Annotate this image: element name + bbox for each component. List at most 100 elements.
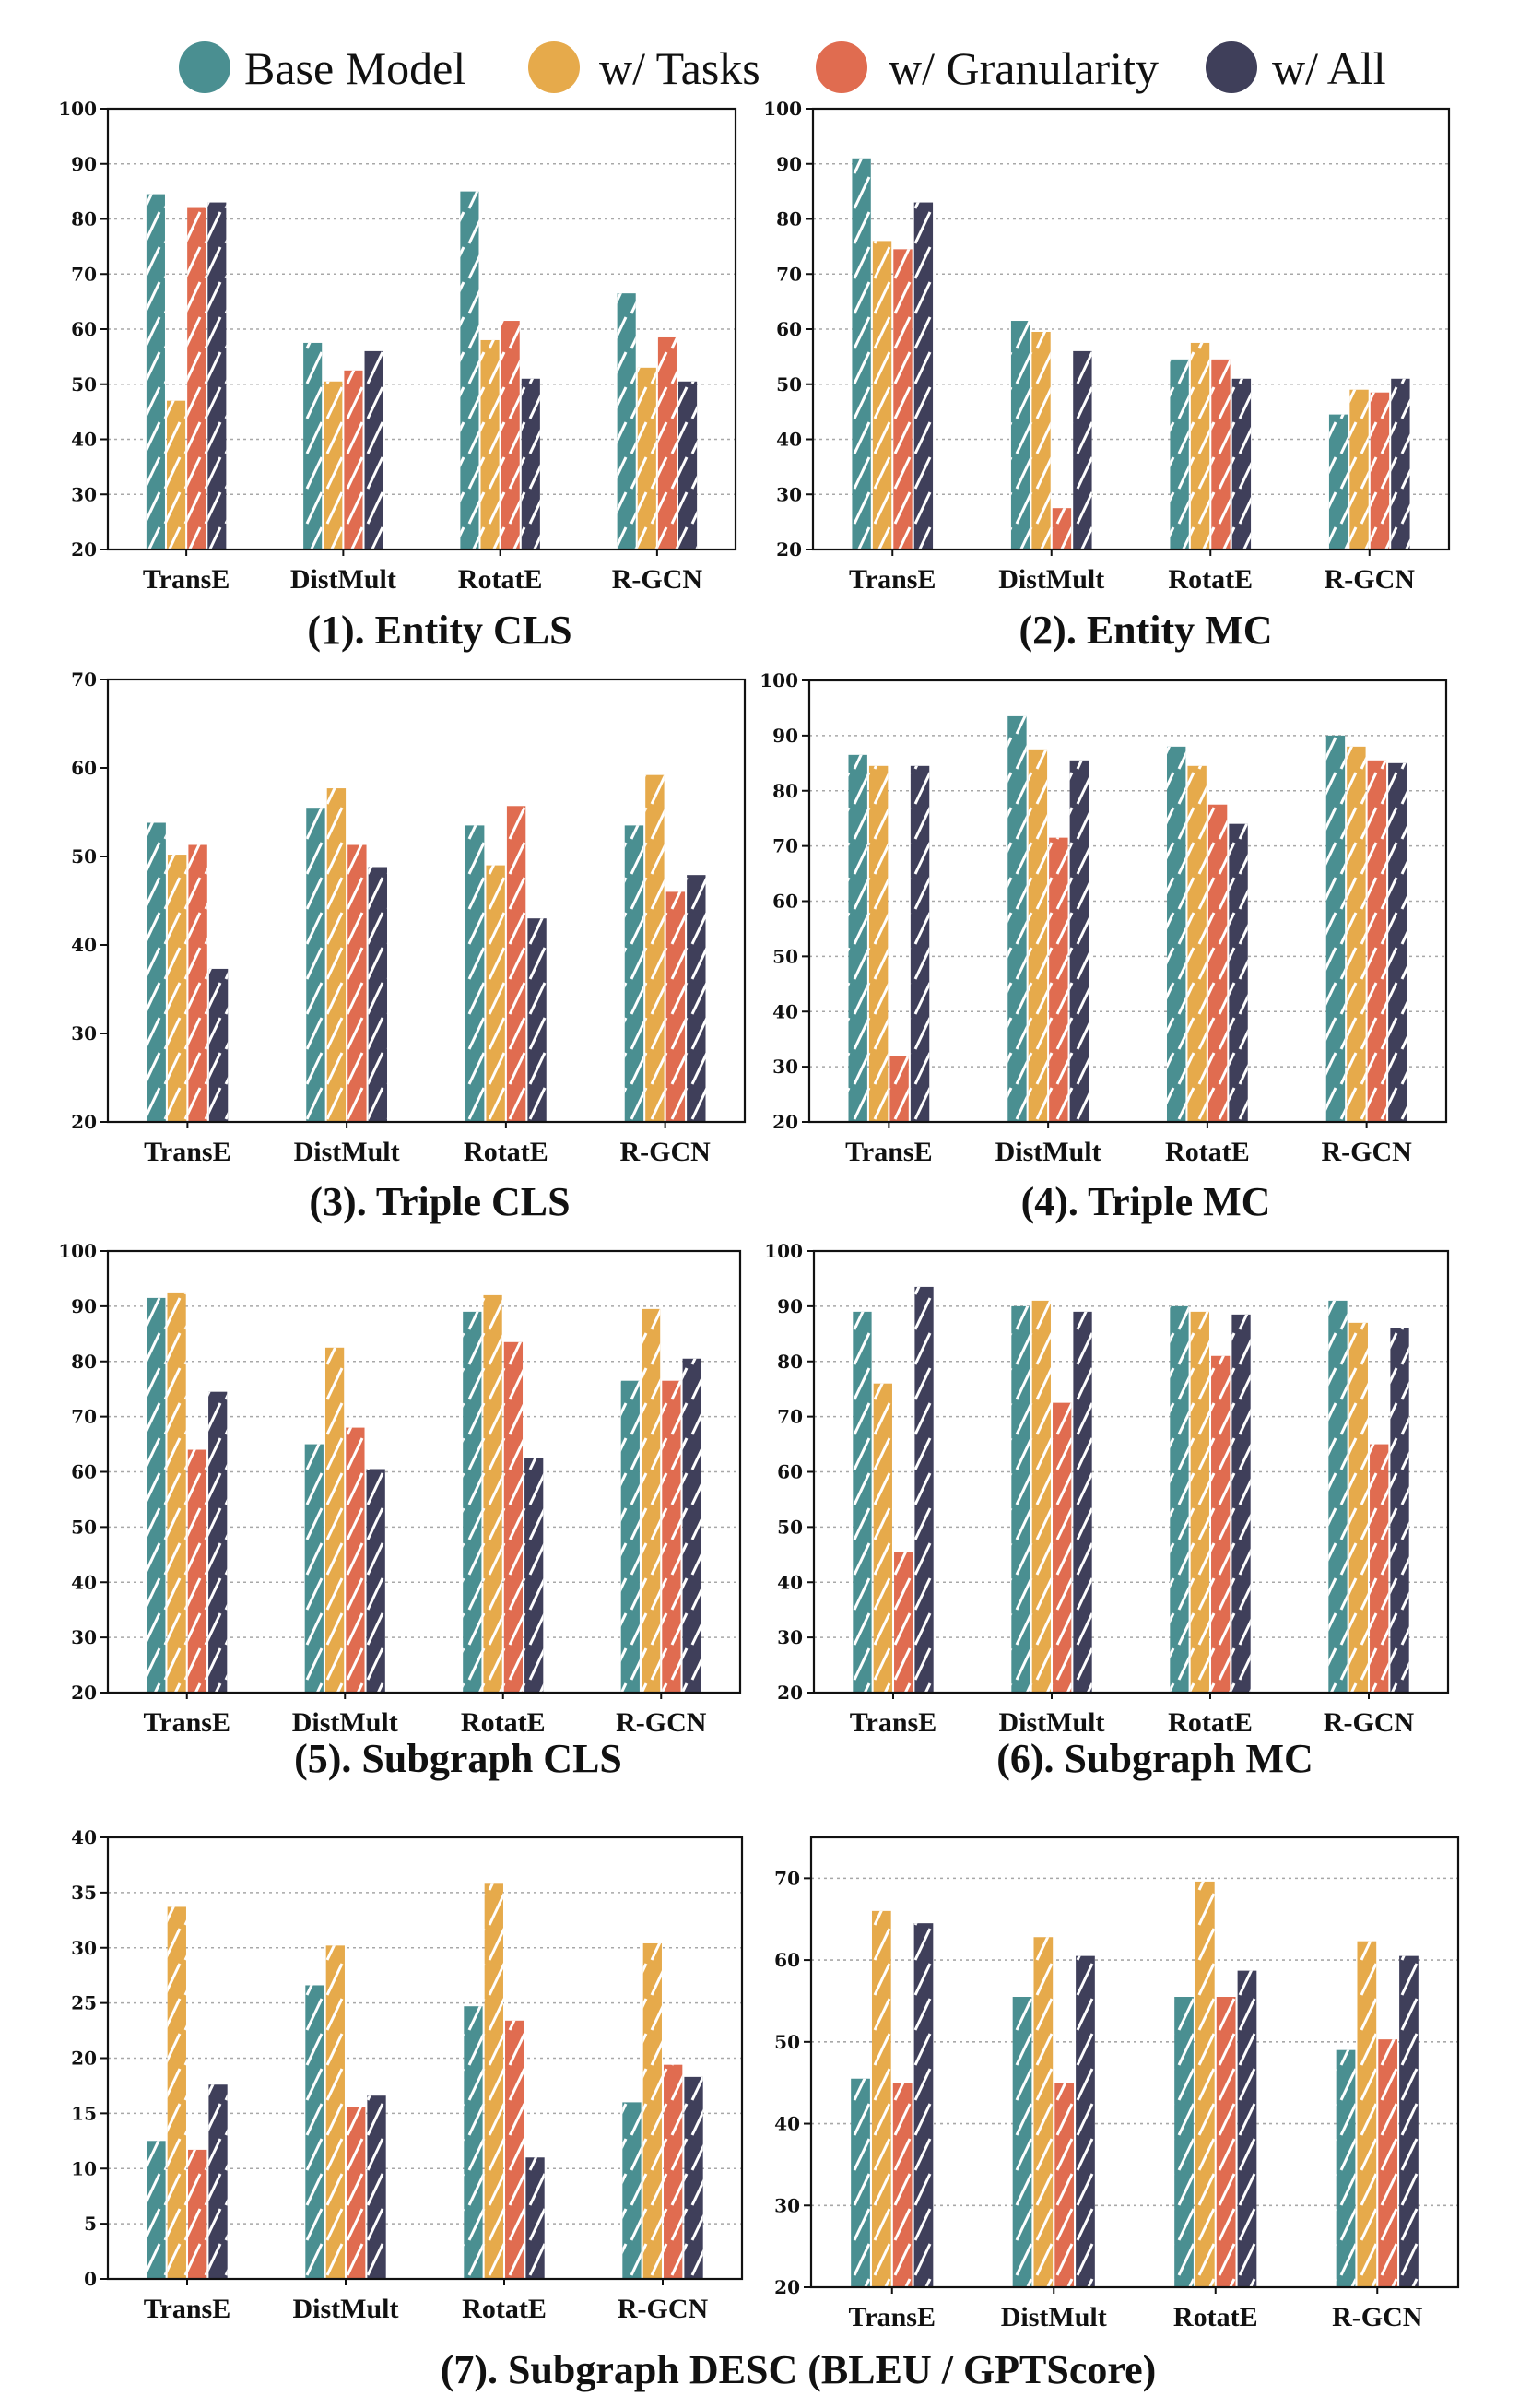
bar-r-gcn-w-granularity — [1370, 392, 1390, 549]
bar-rotate-base-model — [1170, 359, 1189, 549]
bar-hatch — [1370, 1444, 1389, 1693]
y-tick-label: 80 — [71, 1351, 97, 1373]
bar-hatch — [147, 1297, 166, 1693]
bar-transe-base-model — [853, 1311, 872, 1693]
bar-hatch — [344, 370, 363, 549]
x-tick-label: TransE — [849, 564, 936, 595]
bar-hatch — [622, 2102, 642, 2279]
bar-hatch — [483, 1294, 502, 1693]
bar-distmult-w-tasks — [1028, 749, 1048, 1122]
bar-hatch — [188, 2149, 207, 2279]
bar-hatch — [1012, 1997, 1032, 2287]
bar-hatch — [1033, 1937, 1054, 2287]
y-tick-label: 50 — [71, 1516, 97, 1538]
x-tick-label: TransE — [849, 2302, 936, 2332]
y-tick-label: 30 — [774, 2194, 800, 2216]
plot-frame — [106, 1249, 742, 1694]
bar-rotate-base-model — [460, 191, 479, 549]
y-tick-label: 60 — [71, 1461, 97, 1483]
bar-r-gcn-w-tasks — [1357, 1941, 1377, 2287]
caption-subgraph-mc: (6). Subgraph MC — [996, 1736, 1313, 1781]
bar-hatch — [1069, 760, 1089, 1122]
bar-hatch — [624, 825, 644, 1122]
legend-marker-w-tasks — [528, 41, 580, 93]
x-tick-label: TransE — [144, 1137, 230, 1167]
bar-hatch — [637, 367, 656, 549]
bar-transe-w-tasks — [871, 1910, 891, 2287]
bar-rotate-w-granularity — [501, 321, 520, 549]
bar-hatch — [913, 202, 934, 549]
bar-r-gcn-base-model — [1328, 414, 1348, 549]
bar-hatch — [1052, 508, 1072, 549]
x-tick-label: TransE — [845, 1137, 932, 1167]
y-tick-label: 100 — [763, 98, 802, 120]
y-tick-label: 90 — [71, 153, 97, 175]
bar-hatch — [873, 1383, 892, 1693]
bar-distmult-w-granularity — [344, 370, 363, 549]
bar-hatch — [1328, 414, 1348, 549]
y-tick-label: 100 — [764, 1240, 803, 1262]
bar-hatch — [684, 2076, 703, 2279]
bar-r-gcn-base-model — [620, 1380, 640, 1693]
y-tick-label: 40 — [776, 429, 802, 451]
bar-hatch — [167, 1906, 186, 2279]
bar-transe-w-all — [208, 1391, 228, 1693]
bar-rotate-w-all — [1229, 823, 1248, 1122]
y-tick-label: 35 — [71, 1882, 97, 1904]
bar-hatch — [147, 822, 166, 1122]
y-tick-label: 40 — [71, 429, 97, 451]
bar-distmult-base-model — [1012, 1997, 1032, 2287]
y-tick-label: 70 — [777, 1406, 803, 1428]
bar-hatch — [167, 1292, 186, 1693]
bar-r-gcn-w-all — [682, 1358, 701, 1693]
y-tick-label: 40 — [774, 2113, 800, 2135]
bar-distmult-w-all — [367, 2095, 386, 2279]
caption-subgraph-desc: (7). Subgraph DESC (BLEU / GPTScore) — [441, 2347, 1157, 2392]
x-tick-label: DistMult — [290, 564, 396, 595]
bar-transe-w-granularity — [187, 1449, 207, 1693]
bar-hatch — [304, 1444, 324, 1693]
bar-transe-base-model — [851, 2078, 870, 2287]
x-tick-label: R-GCN — [612, 564, 703, 595]
bar-hatch — [852, 158, 871, 549]
bar-hatch — [463, 1311, 482, 1693]
bar-hatch — [1347, 746, 1366, 1122]
bar-rotate-w-granularity — [506, 806, 526, 1122]
bar-hatch — [347, 844, 367, 1122]
bar-r-gcn-w-tasks — [645, 774, 665, 1122]
bar-hatch — [364, 350, 383, 549]
y-tick-label: 15 — [71, 2102, 97, 2124]
bar-rotate-w-granularity — [1211, 1355, 1231, 1693]
bar-hatch — [868, 765, 889, 1122]
legend: Base Model w/ Tasks w/ Granularity w/ Al… — [179, 41, 1386, 94]
bar-r-gcn-w-granularity — [1370, 1444, 1389, 1693]
x-tick-label: DistMult — [999, 1707, 1105, 1738]
bar-hatch — [682, 1358, 701, 1693]
x-tick-label: TransE — [144, 2294, 230, 2324]
bar-hatch — [368, 867, 388, 1122]
bar-rotate-base-model — [464, 2006, 483, 2279]
bar-hatch — [505, 2020, 524, 2279]
bar-r-gcn-base-model — [1325, 735, 1346, 1122]
y-tick-label: 20 — [774, 2276, 800, 2298]
bar-transe-w-all — [914, 1286, 934, 1693]
bar-hatch — [366, 1469, 385, 1693]
bar-distmult-base-model — [303, 342, 323, 549]
bar-r-gcn-base-model — [1336, 2049, 1356, 2287]
bar-hatch — [894, 1552, 913, 1693]
bar-rotate-base-model — [1174, 1997, 1194, 2287]
bar-distmult-w-tasks — [326, 788, 347, 1122]
y-tick-label: 40 — [71, 1571, 97, 1593]
bar-hatch — [678, 381, 698, 549]
bar-hatch — [853, 1311, 872, 1693]
x-tick-label: R-GCN — [1332, 2302, 1423, 2332]
x-tick-label: DistMult — [1001, 2302, 1107, 2332]
bar-hatch — [324, 381, 343, 549]
x-tick-label: R-GCN — [618, 2294, 709, 2324]
x-tick-label: RotatE — [1168, 564, 1253, 595]
legend-label-w-tasks: w/ Tasks — [599, 42, 760, 94]
y-tick-label: 100 — [58, 1240, 97, 1262]
y-tick-label: 30 — [71, 1626, 97, 1648]
bar-r-gcn-w-granularity — [1367, 760, 1387, 1122]
bar-hatch — [1031, 1300, 1051, 1693]
